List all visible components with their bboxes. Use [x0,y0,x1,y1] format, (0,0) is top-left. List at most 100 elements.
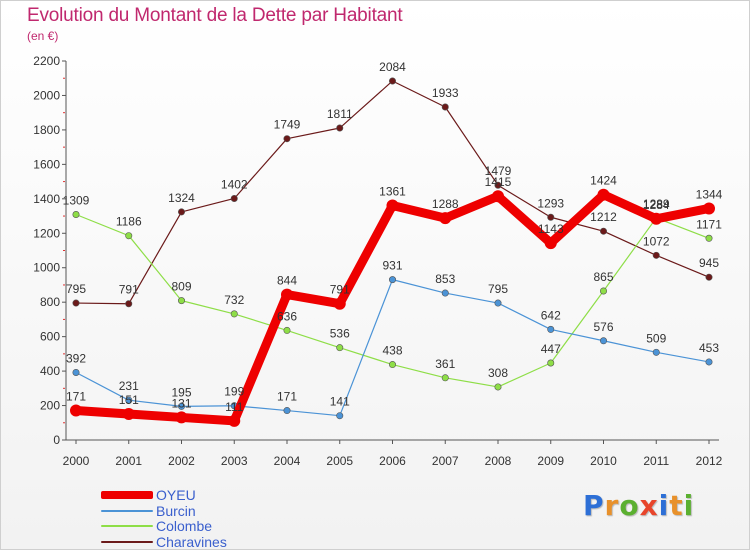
point-oyeu [386,199,399,212]
data-label-oyeu: 151 [119,393,139,407]
point-colombe [72,210,80,218]
data-label-oyeu: 1424 [590,174,617,188]
data-label-colombe: 438 [382,344,402,358]
point-colombe [547,359,555,367]
data-label-burcin: 199 [224,385,244,399]
x-tick-label: 2005 [326,454,353,468]
point-oyeu [597,188,610,201]
point-oyeu [70,404,82,417]
legend-label: Burcin [156,502,196,519]
point-oyeu [281,288,293,301]
x-tick-label: 2010 [590,454,617,468]
data-label-charavines: 1072 [643,234,670,248]
point-burcin [178,402,186,410]
data-label-charavines: 2084 [379,60,406,74]
data-label-charavines: 1402 [221,177,248,191]
point-burcin [441,289,449,297]
data-label-charavines: 1811 [327,107,353,121]
y-tick-label: 600 [40,330,60,344]
data-label-burcin: 392 [66,351,86,365]
point-oyeu [122,407,135,420]
data-label-colombe: 732 [224,293,244,307]
point-colombe [230,310,238,318]
x-tick-label: 2007 [432,454,459,468]
point-oyeu [333,297,346,310]
data-label-colombe: 1171 [696,217,722,231]
data-label-oyeu: 1288 [432,197,459,211]
legend-label: Colombe [156,518,213,534]
series-group [70,77,715,427]
y-tick-label: 200 [40,399,60,413]
data-label-colombe: 1309 [63,193,90,207]
point-charavines [441,103,449,111]
point-burcin [388,276,396,284]
legend-label: Charavines [156,533,227,550]
data-label-colombe: 536 [330,327,350,341]
point-charavines [705,273,713,281]
data-label-oyeu: 791 [330,283,350,297]
data-label-burcin: 576 [593,320,613,334]
data-label-burcin: 231 [119,379,139,393]
point-burcin [547,325,555,333]
point-colombe [705,234,713,242]
data-label-charavines: 945 [699,256,719,270]
data-label-burcin: 642 [541,308,561,322]
y-tick-label: 1800 [33,123,60,137]
data-label-charavines: 795 [66,282,86,296]
data-label-colombe: 308 [488,366,508,380]
x-tick-label: 2001 [115,454,142,468]
data-label-charavines: 791 [119,283,139,297]
point-charavines [283,135,291,143]
data-label-colombe: 1186 [116,215,142,229]
point-burcin [336,412,344,420]
data-label-charavines: 1212 [590,210,617,224]
point-colombe [388,361,396,369]
point-colombe [336,344,344,352]
chart-subtitle: (en €) [27,29,59,43]
point-burcin [283,407,291,415]
point-oyeu [175,411,188,424]
point-charavines [230,194,238,202]
legend-swatch [101,509,153,512]
x-tick-label: 2008 [485,454,512,468]
y-tick-label: 2200 [33,54,60,68]
y-tick-label: 0 [53,433,60,447]
point-burcin [494,299,502,307]
x-tick-label: 2012 [696,454,723,468]
point-charavines [72,299,80,307]
chart-title: Evolution du Montant de la Dette par Hab… [27,5,403,26]
y-tick-label: 2000 [33,88,60,102]
x-tick-label: 2003 [221,454,248,468]
axes: 0 200 400 600 800 1000 1200 1400 1600 1800 2000 220… [33,54,722,468]
data-label-oyeu: 1344 [696,187,723,201]
x-tick-label: 2011 [643,454,669,468]
data-label-oyeu: 111 [225,400,244,414]
point-colombe [494,383,502,391]
data-label-oyeu: 1415 [485,175,512,189]
point-oyeu [544,237,557,250]
point-charavines [547,213,555,221]
data-label-oyeu: 1143 [538,222,564,236]
data-label-burcin: 795 [488,282,508,296]
data-label-burcin: 141 [330,395,350,409]
point-burcin [125,396,133,404]
point-charavines [336,124,344,132]
legend-swatch [101,491,153,499]
x-tick-label: 2002 [168,454,195,468]
data-label-colombe: 636 [277,309,297,323]
point-burcin [599,337,607,345]
data-label-burcin: 453 [699,341,719,355]
x-tick-label: 2000 [63,454,90,468]
data-label-charavines: 1933 [432,86,459,100]
data-label-burcin: 171 [277,390,297,404]
x-tick-label: 2006 [379,454,406,468]
data-label-oyeu: 1284 [643,198,670,212]
point-colombe [125,232,133,240]
x-tick-label: 2004 [274,454,301,468]
data-label-burcin: 853 [435,272,455,286]
data-label-charavines: 1479 [485,164,512,178]
proxiti-logo: Proxiti [583,489,695,522]
data-label-charavines: 1293 [537,196,564,210]
